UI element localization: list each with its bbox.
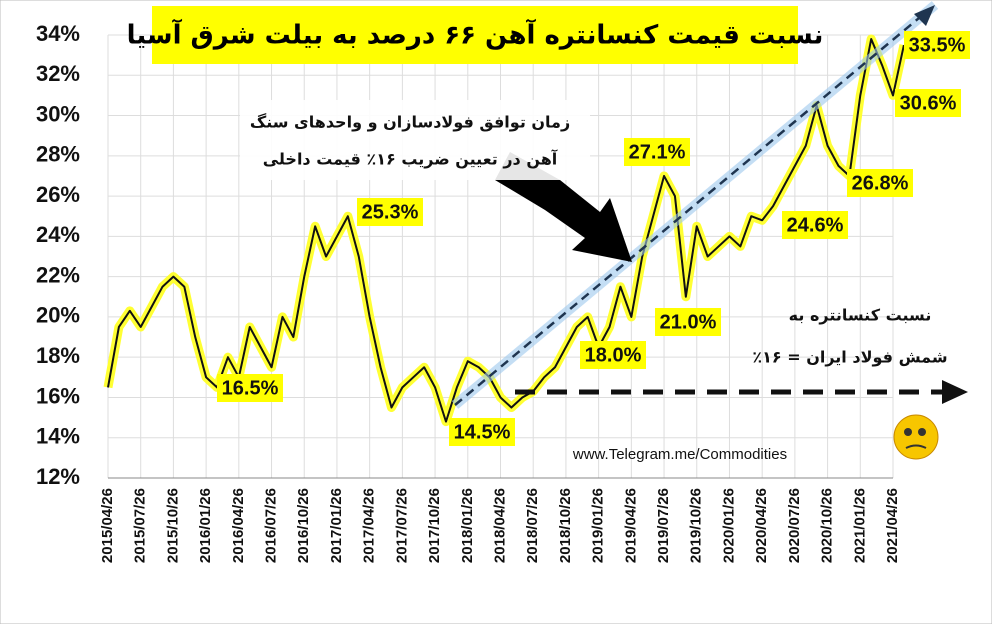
flat-arrowhead [942, 380, 968, 404]
x-tick-label: 2017/01/26 [328, 488, 345, 563]
x-tick-label: 2020/04/26 [753, 488, 770, 563]
y-tick-label: 18% [36, 343, 80, 368]
annotation-box [580, 341, 646, 369]
y-tick-label: 16% [36, 383, 80, 408]
annotation-box [782, 211, 848, 239]
x-tick-label: 2017/04/26 [361, 488, 378, 563]
annotation: 30.6% [900, 92, 957, 114]
x-tick-label: 2017/10/26 [426, 488, 443, 563]
annotation-box [217, 374, 283, 402]
x-tick-label: 2015/07/26 [132, 488, 149, 563]
y-tick-label: 34% [36, 21, 80, 46]
plot [103, 34, 909, 427]
emoji-mouth [905, 444, 927, 449]
y-tick-label: 20% [36, 303, 80, 328]
x-tick-label: 2016/07/26 [263, 488, 280, 563]
x-tick-label: 2018/07/26 [524, 488, 541, 563]
annotation-box [895, 89, 961, 117]
title-box [152, 6, 798, 64]
annotation-box [357, 198, 423, 226]
y-tick-label: 24% [36, 222, 80, 247]
x-tick-label: 2020/07/26 [786, 488, 803, 563]
x-tick-label: 2021/01/26 [851, 488, 868, 563]
note-line: زمان توافق فولادسازان و واحدهای سنگ [250, 113, 570, 132]
annotation: 27.1% [629, 141, 686, 163]
emoji [893, 414, 939, 460]
y-tick-label: 14% [36, 424, 80, 449]
ratio-label: نسبت کنسانتره به [789, 306, 932, 325]
x-tick-label: 2018/10/26 [557, 488, 574, 563]
line [107, 38, 905, 423]
annotation-box [624, 138, 690, 166]
x-tick-label: 2018/01/26 [459, 488, 476, 563]
y-tick-label: 28% [36, 142, 80, 167]
x-tick-label: 2021/04/26 [884, 488, 901, 563]
x-tick-label: 2019/01/26 [590, 488, 607, 563]
ratio-label: شمش فولاد ایران = ۱۶٪ [752, 348, 947, 367]
emoji-face [893, 414, 939, 460]
trend-glow [451, 1, 939, 409]
y-tick-label: 12% [36, 464, 80, 489]
annotation: 18.0% [585, 344, 642, 366]
annotation: 26.8% [852, 172, 909, 194]
annotation: 14.5% [454, 421, 511, 443]
annotation-box [449, 418, 515, 446]
trend-line [454, 12, 926, 406]
x-tick-label: 2015/04/26 [99, 488, 116, 563]
annotation: 24.6% [787, 214, 844, 236]
y-tick-label: 30% [36, 101, 80, 126]
annotation-box [847, 169, 913, 197]
x-tick-label: 2015/10/26 [164, 488, 181, 563]
x-tick-label: 2017/07/26 [393, 488, 410, 563]
emoji-eye [918, 428, 926, 436]
chart-title: نسبت قیمت کنسانتره آهن ۶۶ درصد به بیلت ش… [127, 19, 824, 51]
annotation: 25.3% [362, 201, 419, 223]
source: www.Telegram.me/Commodities [572, 446, 787, 463]
trend-arrowhead [914, 5, 935, 26]
x-tick-label: 2016/10/26 [295, 488, 312, 563]
annotation-box [904, 31, 970, 59]
annotation-box [655, 308, 721, 336]
note-line: آهن در تعیین ضریب ۱۶٪ قیمت داخلی [263, 149, 558, 169]
emoji-eye [904, 428, 912, 436]
annotation: 33.5% [909, 34, 966, 56]
x-tick-label: 2018/04/26 [491, 488, 508, 563]
x-tick-label: 2019/04/26 [622, 488, 639, 563]
note-box [240, 100, 590, 180]
x-tick-label: 2016/01/26 [197, 488, 214, 563]
y-tick-label: 22% [36, 262, 80, 287]
x-tick-label: 2016/04/26 [230, 488, 247, 563]
x-tick-label: 2019/07/26 [655, 488, 672, 563]
y-tick-label: 26% [36, 182, 80, 207]
x-tick-label: 2019/10/26 [688, 488, 705, 563]
x-tick-label: 2020/10/26 [819, 488, 836, 563]
annotation: 21.0% [660, 311, 717, 333]
x-tick-label: 2020/01/26 [720, 488, 737, 563]
annotation: 16.5% [222, 377, 279, 399]
y-tick-label: 32% [36, 61, 80, 86]
